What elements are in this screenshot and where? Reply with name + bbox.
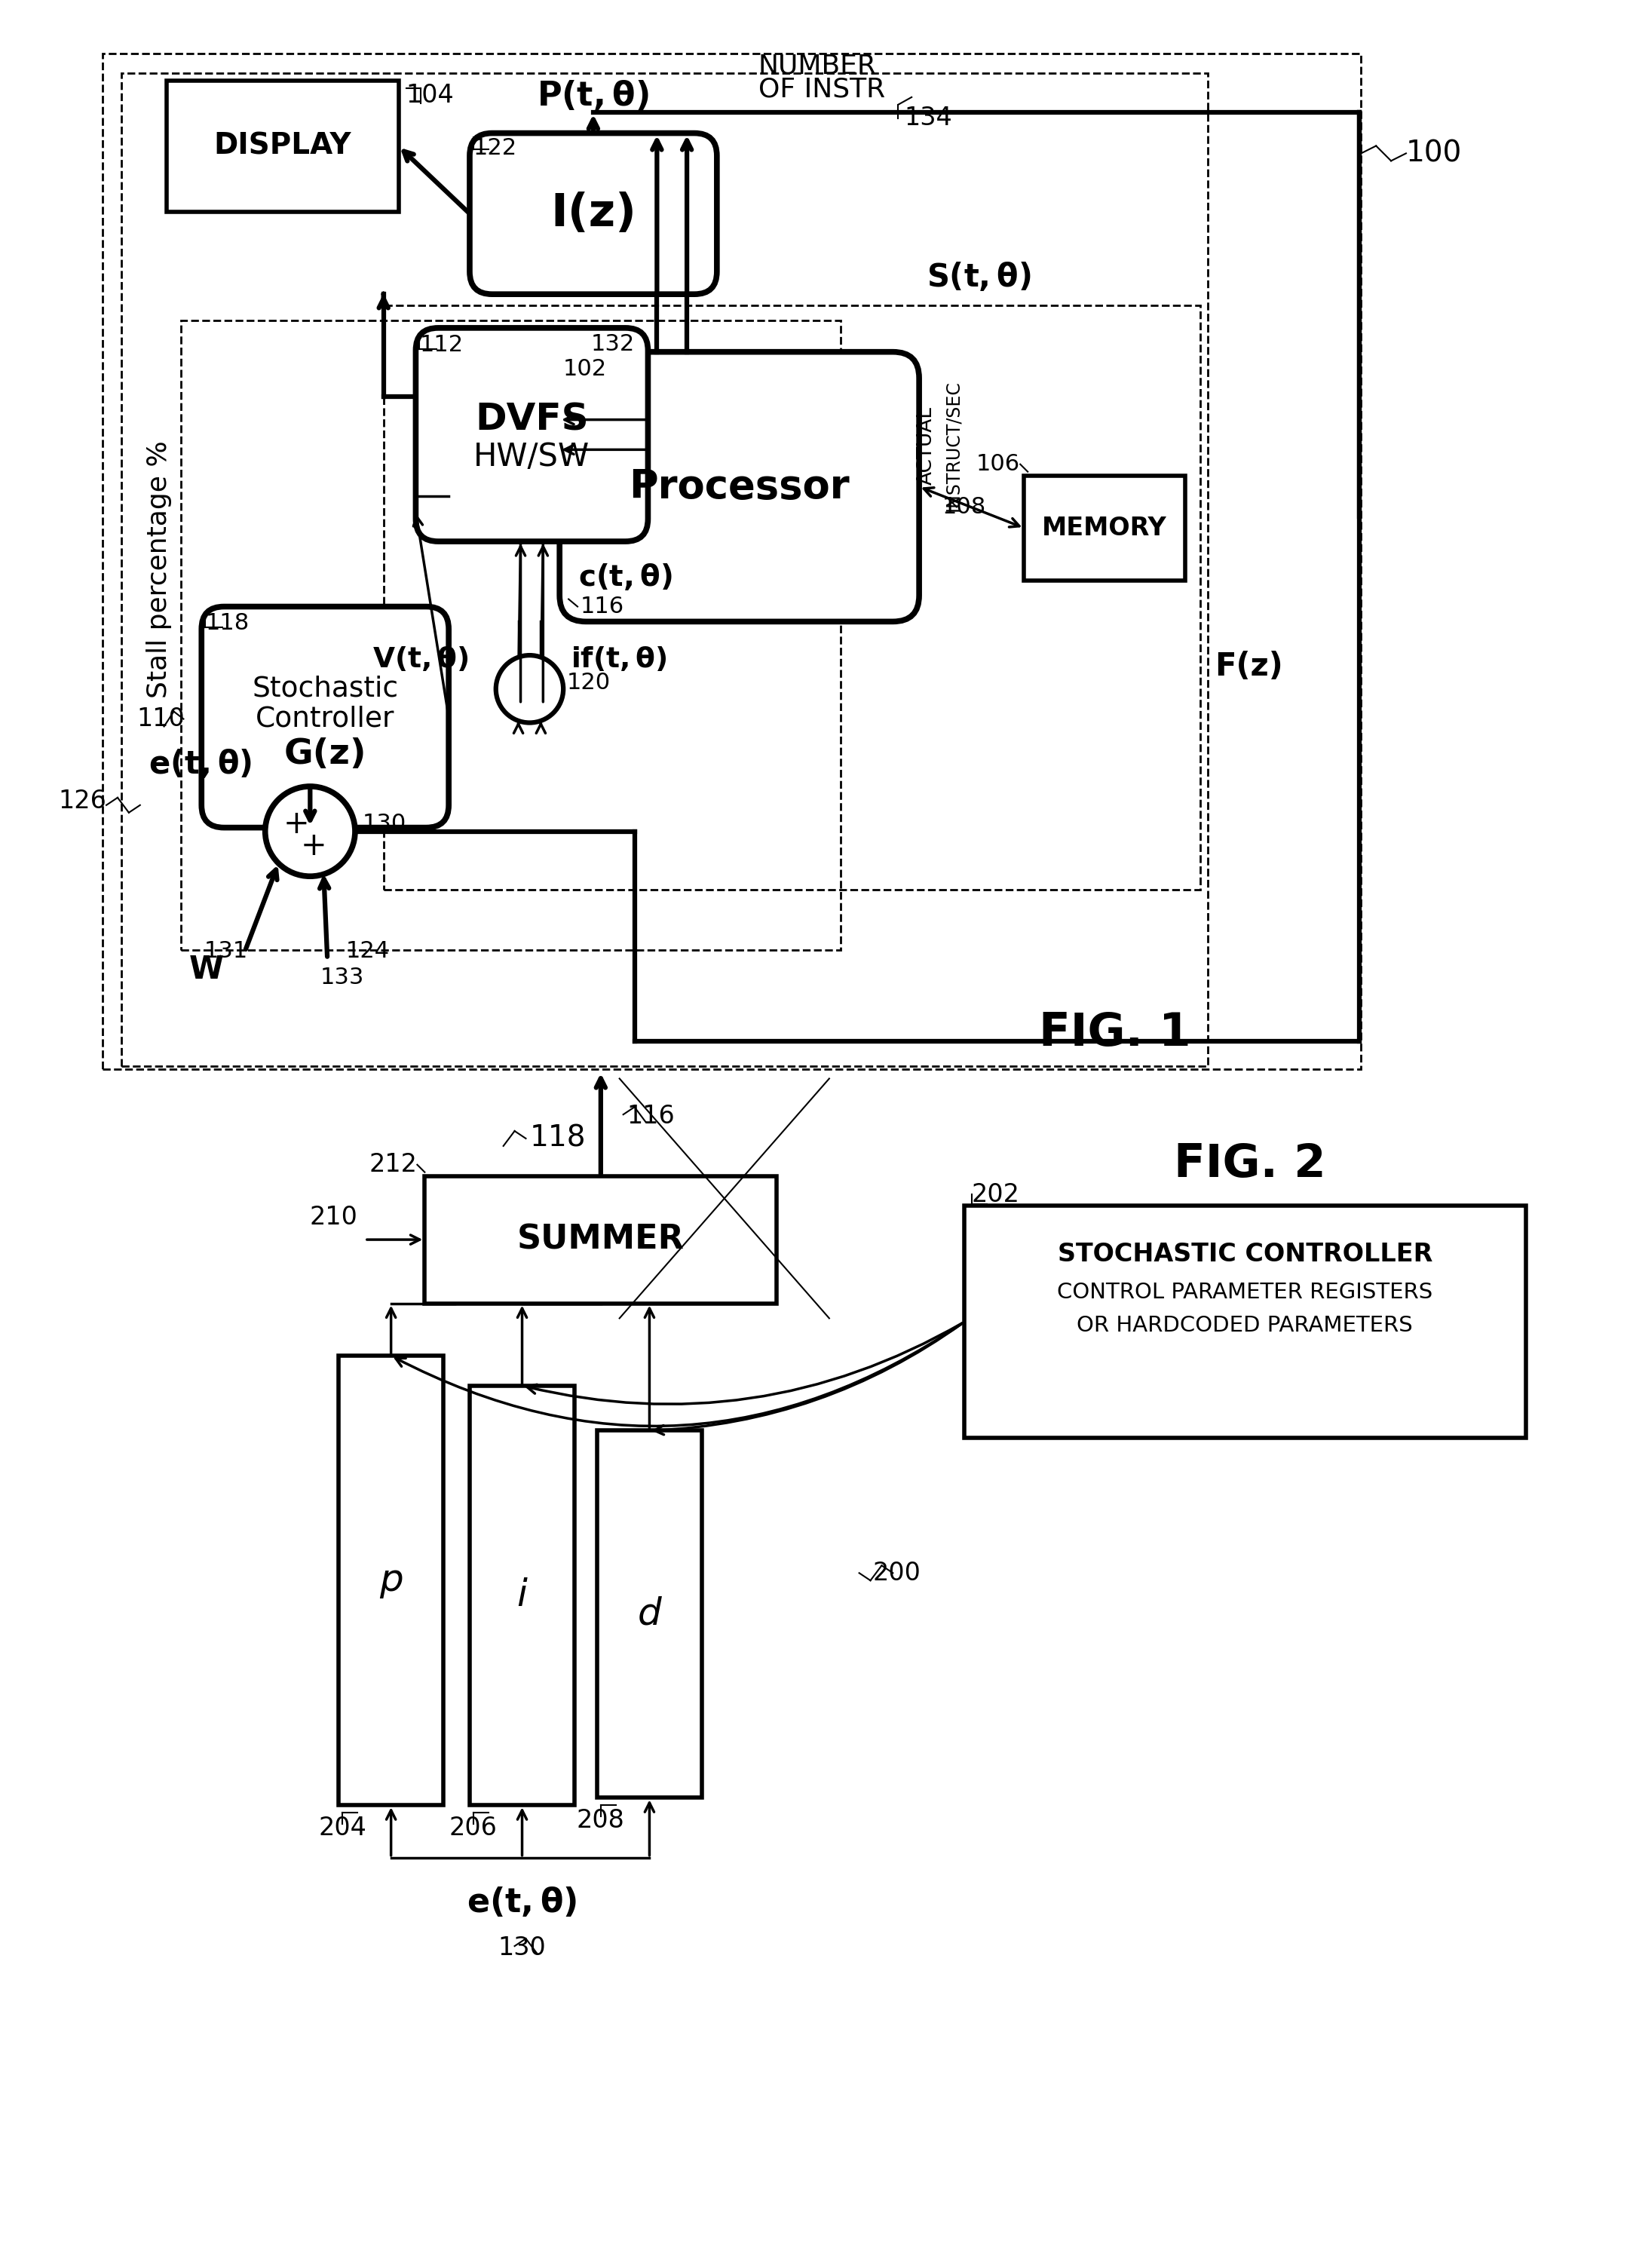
Text: 116: 116 xyxy=(627,1105,674,1129)
Text: OF INSTR: OF INSTR xyxy=(758,77,885,102)
Text: 110: 110 xyxy=(137,708,185,730)
Text: Stall percentage %: Stall percentage % xyxy=(145,440,171,699)
Bar xyxy=(598,1431,702,1799)
Bar xyxy=(338,1356,444,1805)
Text: 133: 133 xyxy=(320,966,364,989)
Text: $\mathbf{e(t,\theta)}$: $\mathbf{e(t,\theta)}$ xyxy=(149,748,251,780)
Text: 102: 102 xyxy=(563,358,607,379)
Text: NUMBER: NUMBER xyxy=(758,52,877,79)
Text: 122: 122 xyxy=(474,136,518,159)
Text: 212: 212 xyxy=(369,1152,418,1177)
Text: $\mathbf{V(t,\theta)}$: $\mathbf{V(t,\theta)}$ xyxy=(372,644,469,674)
Text: INSTRUCT/SEC: INSTRUCT/SEC xyxy=(944,381,962,510)
Text: 132: 132 xyxy=(591,333,635,356)
Text: $\mathbf{e(t,\theta)}$: $\mathbf{e(t,\theta)}$ xyxy=(467,1887,578,1919)
Text: 130: 130 xyxy=(498,1935,545,1960)
Text: $\mathbf{S(t,\theta)}$: $\mathbf{S(t,\theta)}$ xyxy=(926,261,1032,293)
Text: 200: 200 xyxy=(872,1560,921,1585)
Text: 106: 106 xyxy=(977,454,1021,476)
Text: Controller: Controller xyxy=(255,705,395,733)
Bar xyxy=(1024,476,1186,581)
Text: 118: 118 xyxy=(206,612,250,635)
Text: 116: 116 xyxy=(581,596,624,617)
Text: 108: 108 xyxy=(942,497,986,517)
Bar xyxy=(103,54,1360,1068)
Text: HW/SW: HW/SW xyxy=(474,442,590,474)
Text: G(z): G(z) xyxy=(284,737,366,771)
FancyBboxPatch shape xyxy=(470,134,717,295)
Text: DVFS: DVFS xyxy=(475,401,588,438)
Text: 100: 100 xyxy=(1406,138,1462,168)
Text: 134: 134 xyxy=(905,107,952,132)
Text: 112: 112 xyxy=(420,333,464,356)
Text: SUMMER: SUMMER xyxy=(518,1222,684,1256)
Circle shape xyxy=(265,787,354,875)
Text: STOCHASTIC CONTROLLER: STOCHASTIC CONTROLLER xyxy=(1058,1243,1432,1268)
Text: 104: 104 xyxy=(407,84,454,109)
Text: +: + xyxy=(284,807,310,839)
Text: d: d xyxy=(637,1597,661,1633)
Text: +: + xyxy=(300,830,327,862)
FancyBboxPatch shape xyxy=(560,352,919,621)
Text: Stochastic: Stochastic xyxy=(251,676,398,703)
FancyBboxPatch shape xyxy=(201,606,449,828)
Text: 120: 120 xyxy=(567,671,611,694)
Text: $\mathbf{P(t,\theta)}$: $\mathbf{P(t,\theta)}$ xyxy=(537,79,650,111)
Text: p: p xyxy=(379,1563,403,1599)
Bar xyxy=(121,73,1207,1066)
FancyBboxPatch shape xyxy=(416,329,648,542)
Text: CONTROL PARAMETER REGISTERS: CONTROL PARAMETER REGISTERS xyxy=(1057,1281,1432,1302)
Text: ACTUAL: ACTUAL xyxy=(916,406,936,485)
Text: 208: 208 xyxy=(576,1808,625,1833)
Text: Processor: Processor xyxy=(629,467,849,506)
Text: W: W xyxy=(189,955,224,987)
Text: DISPLAY: DISPLAY xyxy=(214,132,351,161)
Bar xyxy=(167,82,398,211)
Circle shape xyxy=(496,655,563,723)
Text: 131: 131 xyxy=(204,941,248,962)
Text: i: i xyxy=(518,1576,527,1613)
Text: 126: 126 xyxy=(59,789,106,814)
Text: 202: 202 xyxy=(972,1182,1021,1207)
Text: 118: 118 xyxy=(529,1125,586,1152)
Text: FIG. 1: FIG. 1 xyxy=(1039,1012,1190,1057)
Text: $\mathbf{c(t,\theta)}$: $\mathbf{c(t,\theta)}$ xyxy=(578,562,673,592)
Text: 210: 210 xyxy=(309,1204,358,1229)
Text: 206: 206 xyxy=(449,1814,498,1839)
Text: MEMORY: MEMORY xyxy=(1042,515,1168,540)
Text: OR HARDCODED PARAMETERS: OR HARDCODED PARAMETERS xyxy=(1076,1315,1413,1336)
Text: I(z): I(z) xyxy=(550,191,637,236)
Text: FIG. 2: FIG. 2 xyxy=(1174,1143,1326,1186)
Text: 130: 130 xyxy=(363,812,407,835)
Bar xyxy=(425,1175,777,1304)
Text: 204: 204 xyxy=(318,1814,366,1839)
Bar xyxy=(384,306,1200,889)
Text: $\mathbf{if(t,\theta)}$: $\mathbf{if(t,\theta)}$ xyxy=(572,644,666,674)
Bar xyxy=(181,320,841,950)
Text: F(z): F(z) xyxy=(1215,651,1284,683)
Text: 124: 124 xyxy=(346,941,390,962)
Bar xyxy=(963,1207,1525,1438)
Bar xyxy=(470,1386,575,1805)
